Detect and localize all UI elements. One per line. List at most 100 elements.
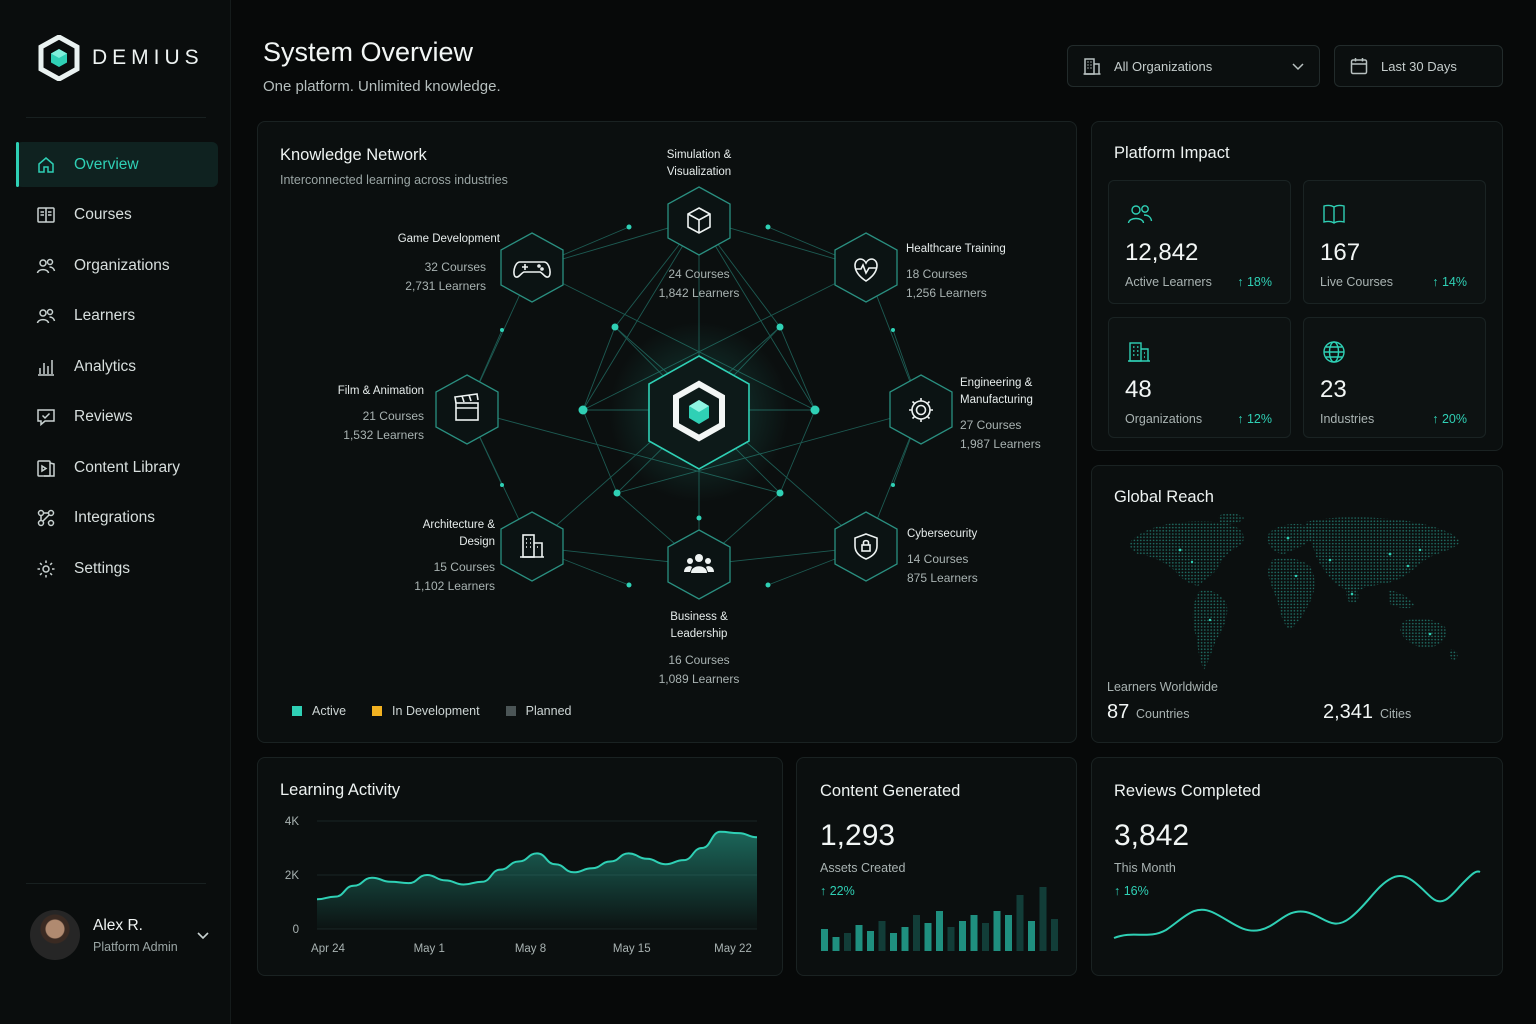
map-hotspots [1178,536,1432,636]
stat-value: 23 [1320,376,1347,403]
node-film-label: Film & Animation [337,385,424,397]
library-icon [37,459,55,477]
learning-activity-title: Learning Activity [280,781,401,799]
book-icon [37,207,55,223]
legend-dev: In Development [392,704,480,718]
node-cyber-meta: 14 Courses 875 Learners [907,552,978,585]
brand-logo[interactable]: DEMIUS [38,35,204,81]
sidebar-item-courses[interactable]: Courses [16,193,218,238]
spark-bar [959,921,966,951]
sidebar-item-label: Learners [74,307,136,324]
x-tick-label: May 22 [714,943,752,955]
node-architecture-label: Architecture & Design [422,519,495,548]
global-reach-title: Global Reach [1114,488,1214,506]
sidebar-item-learners[interactable]: Learners [16,294,218,339]
spark-bar [993,911,1001,951]
reviews-completed-title: Reviews Completed [1114,782,1261,800]
node-business-label: Business & Leadership [670,611,728,640]
reviews-completed-value: 3,842 [1114,819,1190,852]
spark-bar [1028,921,1035,951]
spark-bar [1016,895,1024,951]
legend-swatch-planned [505,706,516,716]
node-simulation-label: Simulation & Visualization [666,149,732,178]
area-line [316,830,758,901]
reviews-sparkline [1113,870,1481,939]
stat-value: 48 [1125,376,1152,403]
spark-bar [947,927,955,951]
stat-live-courses[interactable]: 167 Live Courses ↑ 14% [1303,180,1486,304]
user-name: Alex R. [93,916,143,934]
sidebar-item-analytics[interactable]: Analytics [16,344,218,389]
stat-change: ↑ 20% [1432,412,1467,426]
content-generated-value: 1,293 [820,819,896,852]
shield-icon [854,533,878,560]
countries-value: 87 [1107,701,1130,723]
integration-icon [37,509,55,527]
calendar-icon [1350,58,1368,75]
chevron-down-icon[interactable] [196,928,210,942]
review-icon [37,409,55,427]
spark-bar [936,911,943,951]
spark-bar [844,933,851,951]
spark-bar [901,927,909,951]
knowledge-network-subtitle: Interconnected learning across industrie… [280,173,508,187]
stat-change: ↑ 12% [1237,412,1272,426]
sidebar-item-label: Courses [74,206,132,223]
globe-icon [1323,341,1345,363]
stat-value: 12,842 [1125,239,1199,266]
sidebar-item-overview[interactable]: Overview [16,142,218,187]
page-subtitle: One platform. Unlimited knowledge. [263,78,501,95]
clapperboard-icon [454,393,479,421]
user-profile[interactable]: Alex R. Platform Admin [30,910,210,960]
sidebar-item-content-library[interactable]: Content Library [16,445,218,490]
spark-bar [867,931,874,951]
date-range-select[interactable]: Last 30 Days [1334,45,1503,87]
user-role: Platform Admin [93,939,178,954]
sidebar-item-label: Integrations [74,509,155,526]
cities-value: 2,341 [1323,701,1374,723]
center-logo-icon [673,380,725,442]
node-simulation-meta: 24 Courses 1,842 Learners [658,267,740,300]
chevron-down-icon [1292,63,1304,71]
cities-label: Cities [1380,707,1412,721]
legend-swatch-active [292,706,302,716]
sidebar-divider [26,883,206,884]
organization-select[interactable]: All Organizations [1067,45,1320,87]
sidebar-item-organizations[interactable]: Organizations [16,243,218,288]
stat-value: 167 [1320,239,1361,266]
node-cyber-label: Cybersecurity [907,528,978,540]
gear-icon [37,560,55,577]
reviews-completed-card [1091,757,1503,976]
users-icon [1127,205,1153,224]
sidebar-item-label: Organizations [74,256,170,274]
sidebar-item-reviews[interactable]: Reviews [16,395,218,440]
knowledge-network-title: Knowledge Network [280,146,427,164]
network-node-hexagons [435,186,953,600]
reviews-completed-change: ↑ 16% [1114,884,1149,898]
spark-bar [1051,919,1058,951]
node-healthcare-label: Healthcare Training [906,243,1006,255]
home-icon [38,156,54,173]
area-fill [317,831,757,929]
node-business-meta: 16 Courses 1,089 Learners [658,653,740,686]
node-film-meta: 21 Courses 1,532 Learners [343,409,424,442]
stat-label: Live Courses [1320,275,1393,289]
sidebar-divider [26,117,206,118]
building-icon [520,534,544,558]
y-tick-label: 2K [285,870,299,882]
platform-impact-title: Platform Impact [1114,144,1230,162]
stat-organizations[interactable]: 48 Organizations ↑ 12% [1108,317,1291,438]
building-icon [1128,342,1150,362]
stat-active-learners[interactable]: 12,842 Active Learners ↑ 18% [1108,180,1291,304]
node-engineering-meta: 27 Courses 1,987 Learners [960,418,1041,451]
legend-planned: Planned [525,704,572,718]
sidebar-item-settings[interactable]: Settings [16,546,218,591]
spark-bar [924,923,932,951]
sidebar-item-integrations[interactable]: Integrations [16,496,218,541]
spark-bar [832,937,840,951]
y-tick-label: 0 [293,924,299,936]
legend-active: Active [312,704,347,718]
x-tick-label: May 15 [613,943,651,955]
stat-industries[interactable]: 23 Industries ↑ 20% [1303,317,1486,438]
